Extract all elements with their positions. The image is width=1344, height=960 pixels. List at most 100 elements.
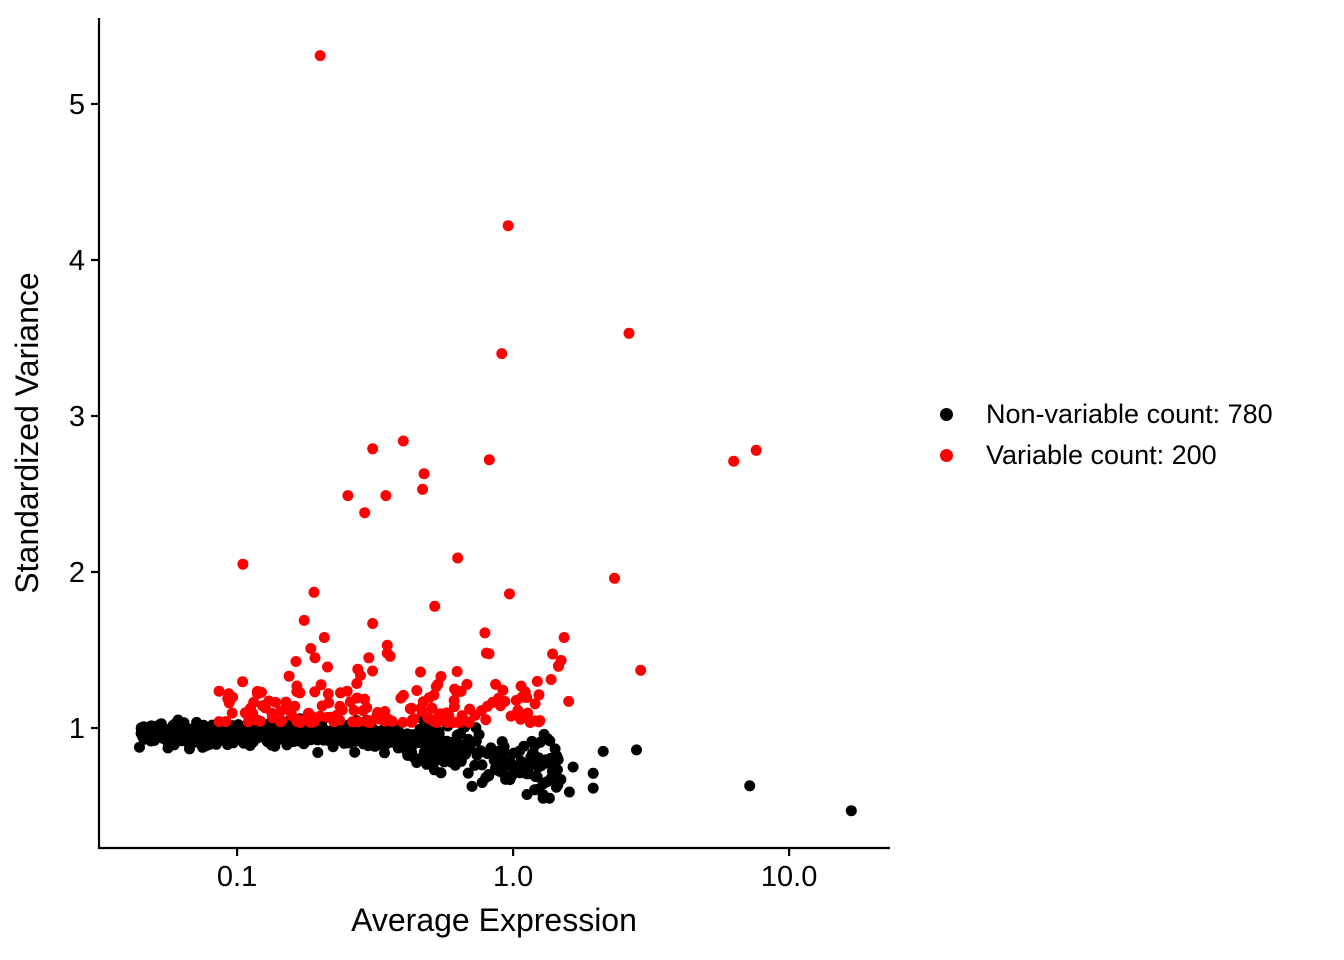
data-point: [268, 730, 280, 742]
data-point: [728, 455, 740, 467]
data-point: [512, 704, 524, 716]
data-point: [430, 751, 442, 763]
data-point: [379, 715, 391, 727]
data-point: [502, 220, 514, 232]
data-point: [475, 745, 487, 757]
data-point: [316, 700, 328, 712]
data-point: [403, 737, 415, 749]
data-point: [449, 683, 461, 695]
series-nonvariable: [134, 713, 857, 817]
data-point: [232, 732, 244, 744]
data-point: [515, 755, 527, 767]
data-point: [341, 685, 353, 697]
data-point: [479, 627, 491, 639]
data-point: [515, 713, 527, 725]
data-point: [362, 716, 374, 728]
legend-label: Non-variable count: 780: [986, 399, 1273, 429]
data-point: [476, 777, 488, 788]
data-point: [351, 728, 363, 740]
data-point: [381, 647, 393, 659]
data-point: [532, 783, 544, 795]
data-point: [480, 647, 492, 659]
x-tick-label: 10.0: [761, 861, 817, 893]
legend-item: Variable count: 200: [925, 435, 1273, 476]
data-point: [563, 786, 575, 798]
data-point: [464, 703, 476, 715]
data-point: [204, 738, 215, 750]
data-point: [529, 698, 541, 710]
data-point: [547, 648, 559, 660]
data-point: [322, 661, 333, 673]
data-point: [248, 696, 260, 708]
data-point: [309, 652, 321, 664]
data-point: [322, 711, 334, 723]
data-point: [291, 680, 303, 692]
data-point: [298, 614, 310, 626]
y-tick-label: 5: [69, 89, 85, 121]
data-point: [522, 763, 534, 775]
data-point: [397, 716, 409, 728]
data-point: [401, 728, 413, 740]
data-point: [552, 754, 564, 766]
data-point: [533, 689, 545, 701]
data-point: [529, 740, 541, 751]
y-tick-label: 4: [69, 245, 85, 277]
data-point: [251, 727, 263, 739]
data-point: [218, 734, 230, 746]
data-point: [504, 774, 516, 786]
data-point: [390, 737, 402, 749]
data-point: [367, 665, 379, 677]
data-point: [461, 678, 473, 690]
data-point: [490, 678, 502, 690]
data-point: [531, 675, 543, 687]
data-point: [435, 767, 447, 779]
data-point: [274, 716, 286, 728]
data-point: [414, 723, 426, 735]
data-point: [290, 656, 302, 667]
x-tick-label: 1.0: [493, 861, 533, 893]
data-point: [450, 751, 462, 763]
data-point: [387, 727, 398, 739]
data-point: [279, 733, 291, 745]
data-point: [305, 730, 317, 742]
data-point: [322, 688, 334, 700]
y-tick-label: 2: [69, 557, 85, 589]
data-point: [635, 664, 647, 676]
data-point: [430, 681, 442, 693]
data-point: [198, 719, 209, 731]
data-point: [314, 50, 326, 62]
data-point: [149, 728, 161, 740]
data-point: [417, 696, 429, 708]
data-point: [251, 685, 263, 697]
data-point: [312, 747, 324, 758]
data-point: [277, 725, 289, 737]
data-point: [440, 745, 452, 757]
data-point: [529, 771, 541, 782]
data-point: [226, 707, 238, 719]
data-point: [349, 746, 361, 758]
data-point: [415, 666, 426, 678]
data-point: [744, 780, 756, 792]
data-point: [367, 443, 379, 455]
series-variable: [213, 50, 762, 728]
data-point: [417, 483, 429, 495]
data-point: [198, 730, 210, 742]
data-point: [545, 674, 557, 685]
data-point: [342, 490, 354, 502]
x-axis-title: Average Expression: [351, 902, 637, 938]
data-point: [357, 705, 369, 717]
data-point: [558, 632, 570, 643]
data-point: [452, 741, 464, 753]
data-point: [213, 685, 225, 697]
data-point: [379, 747, 390, 759]
data-point: [305, 643, 317, 654]
data-point: [259, 702, 271, 714]
data-point: [418, 468, 430, 480]
data-point: [359, 507, 371, 519]
data-point: [609, 572, 620, 584]
data-point: [544, 735, 556, 747]
data-point: [381, 639, 393, 651]
y-tick-label: 1: [69, 713, 85, 745]
